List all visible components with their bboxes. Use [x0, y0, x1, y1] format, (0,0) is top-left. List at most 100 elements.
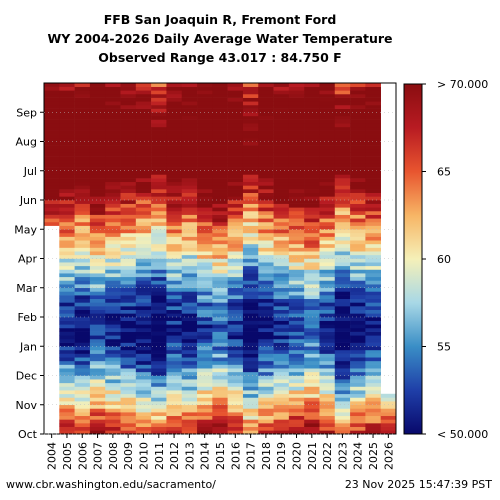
heatmap-cell: [319, 408, 336, 413]
heatmap-cell: [166, 163, 183, 168]
heatmap-cell: [135, 430, 152, 435]
heatmap-cell: [166, 236, 183, 241]
heatmap-cell: [350, 291, 366, 296]
heatmap-cell: [89, 247, 106, 252]
heatmap-cell: [181, 338, 198, 343]
heatmap-cell: [151, 401, 167, 406]
heatmap-cell: [89, 236, 106, 241]
heatmap-cell: [135, 375, 152, 380]
heatmap-cell: [181, 254, 198, 259]
heatmap-cell: [319, 324, 336, 329]
heatmap-cell: [319, 379, 336, 384]
heatmap-cell: [105, 430, 121, 435]
heatmap-cell: [151, 353, 167, 358]
heatmap-cell: [166, 335, 183, 340]
heatmap-cell: [120, 364, 137, 369]
heatmap-cell: [273, 130, 290, 135]
heatmap-cell: [365, 276, 381, 281]
heatmap-cell: [59, 368, 75, 373]
heatmap-cell: [166, 126, 183, 131]
heatmap-cell: [319, 386, 336, 391]
heatmap-cell: [365, 218, 381, 223]
heatmap-cell: [304, 309, 320, 314]
heatmap-cell: [227, 174, 244, 179]
heatmap-cell: [242, 83, 259, 87]
heatmap-cell: [120, 134, 137, 139]
heatmap-cell: [212, 97, 228, 102]
x-tick-label: 2020: [291, 442, 304, 470]
heatmap-cell: [181, 342, 198, 347]
heatmap-cell: [365, 265, 381, 270]
heatmap-cell: [135, 134, 152, 139]
heatmap-cell: [181, 371, 198, 376]
heatmap-cell: [334, 200, 351, 204]
heatmap-cell: [197, 134, 213, 139]
heatmap-cell: [89, 353, 106, 358]
heatmap-cell: [350, 265, 366, 270]
heatmap-cell: [365, 349, 381, 354]
heatmap-cell: [319, 262, 336, 267]
heatmap-cell: [288, 148, 305, 153]
heatmap-cell: [350, 170, 366, 175]
heatmap-cell: [89, 203, 106, 208]
heatmap-cell: [350, 90, 366, 95]
heatmap-cell: [227, 386, 244, 391]
heatmap-cell: [74, 291, 91, 296]
heatmap-cell: [89, 342, 106, 347]
heatmap-cell: [74, 295, 91, 300]
heatmap-cell: [334, 280, 351, 285]
heatmap-cell: [120, 97, 137, 102]
heatmap-cell: [258, 309, 274, 314]
heatmap-cell: [181, 408, 198, 413]
heatmap-cell: [334, 393, 351, 398]
heatmap-cell: [105, 342, 121, 347]
heatmap-cell: [105, 185, 121, 190]
heatmap-cell: [242, 430, 259, 435]
heatmap-cell: [258, 137, 274, 142]
heatmap-cell: [350, 346, 366, 351]
heatmap-cell: [59, 207, 75, 212]
heatmap-cell: [74, 232, 91, 237]
heatmap-cell: [212, 346, 228, 351]
heatmap-cell: [319, 291, 336, 296]
heatmap-cell: [304, 97, 320, 102]
heatmap-cell: [319, 232, 336, 237]
heatmap-cell: [273, 196, 290, 201]
heatmap-cell: [151, 342, 167, 347]
heatmap-cell: [166, 342, 183, 347]
heatmap-cell: [334, 349, 351, 354]
heatmap-cell: [181, 426, 198, 431]
heatmap-cell: [350, 134, 366, 139]
heatmap-cell: [304, 214, 320, 219]
heatmap-cell: [273, 393, 290, 398]
heatmap-cell: [304, 276, 320, 281]
heatmap-cell: [197, 254, 213, 259]
heatmap-cell: [242, 93, 259, 98]
heatmap-cell: [89, 317, 106, 321]
heatmap-cell: [212, 86, 228, 91]
heatmap-cell: [242, 207, 259, 212]
heatmap-cell: [135, 156, 152, 161]
heatmap-cell: [365, 178, 381, 183]
heatmap-cell: [242, 163, 259, 168]
heatmap-cell: [258, 167, 274, 172]
heatmap-cell: [89, 178, 106, 183]
heatmap-cell: [59, 327, 75, 332]
heatmap-cell: [258, 141, 274, 146]
heatmap-cell: [44, 181, 60, 186]
heatmap-cell: [334, 298, 351, 303]
heatmap-cell: [89, 189, 106, 193]
heatmap-cell: [197, 273, 213, 278]
heatmap-cell: [74, 189, 91, 193]
heatmap-cell: [181, 430, 198, 435]
x-tick-label: 2025: [367, 442, 380, 470]
heatmap-cell: [44, 126, 60, 131]
heatmap-cell: [212, 331, 228, 336]
heatmap-cell: [151, 240, 167, 245]
heatmap-cell: [44, 174, 60, 179]
heatmap-cell: [212, 148, 228, 153]
heatmap-cell: [197, 126, 213, 131]
heatmap-cell: [59, 159, 75, 164]
heatmap-cell: [59, 393, 75, 398]
